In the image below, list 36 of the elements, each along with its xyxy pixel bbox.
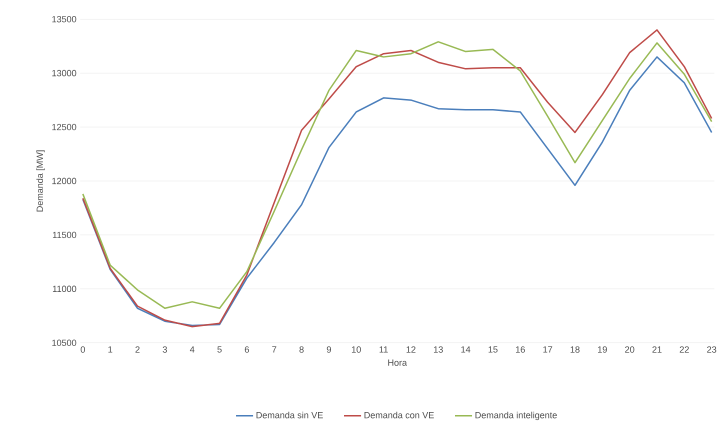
x-tick-label: 7: [272, 346, 276, 353]
x-tick-label: 16: [516, 346, 525, 353]
y-tick-label: 13000: [52, 70, 76, 76]
x-tick-label: 1: [108, 346, 112, 353]
x-tick-label: 11: [380, 346, 388, 353]
legend-label: Demanda con VE: [364, 412, 434, 418]
x-tick-label: 14: [461, 346, 470, 353]
y-tick-label: 11500: [52, 232, 76, 238]
x-tick-label: 17: [543, 346, 552, 353]
y-tick-label: 13500: [52, 16, 76, 22]
legend-label: Demanda inteligente: [476, 412, 557, 420]
x-tick-label: 0: [80, 346, 86, 353]
x-tick-label: 3: [162, 346, 167, 353]
x-tick-label: 9: [326, 346, 331, 353]
x-tick-label: 19: [598, 346, 607, 353]
x-tick-label: 20: [625, 346, 634, 353]
y-tick-label: 12500: [52, 124, 76, 130]
x-tick-label: 18: [570, 346, 580, 353]
x-tick-label: 8: [299, 346, 304, 353]
x-tick-label: 12: [406, 346, 416, 353]
x-tick-label: 5: [217, 346, 222, 353]
legend-label: Demanda sin VE: [256, 412, 323, 418]
x-tick-label: 4: [190, 346, 194, 353]
x-tick-label: 23: [707, 346, 716, 353]
x-tick-label: 15: [488, 346, 498, 353]
y-axis-title: Demanda [MW]: [36, 150, 45, 212]
x-tick-label: 22: [680, 346, 689, 353]
x-tick-label: 6: [244, 346, 249, 353]
x-tick-label: 21: [652, 346, 662, 353]
x-tick-label: 2: [135, 346, 140, 353]
x-tick-label: 10: [352, 346, 361, 353]
x-axis-title: Hora: [388, 360, 407, 366]
y-tick-label: 11000: [52, 286, 76, 292]
x-tick-label: 13: [434, 346, 443, 353]
y-tick-label: 12000: [52, 178, 76, 184]
y-tick-label: 10500: [52, 340, 76, 346]
